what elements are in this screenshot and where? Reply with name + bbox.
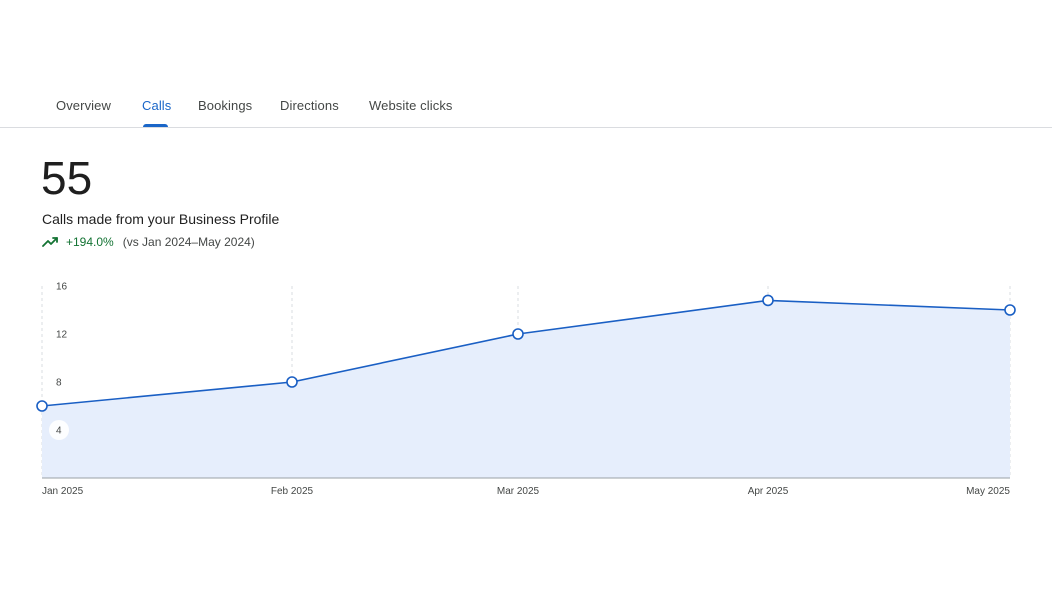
tab-website-clicks[interactable]: Website clicks	[369, 98, 453, 113]
ytick-backdrop	[49, 420, 69, 440]
metric-value: 55	[41, 152, 93, 204]
ytick-label-8: 8	[56, 378, 62, 389]
y-axis-ticks: 4 8 12 16	[49, 282, 69, 440]
active-tab-indicator	[143, 124, 168, 127]
change-percent: +194.0%	[66, 235, 114, 249]
tab-calls[interactable]: Calls	[142, 98, 172, 113]
chart-area	[41, 299, 1011, 479]
trending-up-icon	[42, 237, 58, 247]
change-comparison: (vs Jan 2024–May 2024)	[122, 235, 255, 249]
tab-bar: Overview Calls Bookings Directions Websi…	[0, 0, 1052, 128]
calls-area-chart: 4 8 12 16 Jan 2025 Feb 2025 Mar 2025 Apr 2025 M…	[36, 282, 1016, 497]
xtick-label-1: Feb 2025	[271, 486, 314, 497]
chart-points	[36, 294, 1016, 412]
data-point-2[interactable]	[512, 328, 524, 340]
metric-label: Calls made from your Business Profile	[42, 211, 280, 227]
data-point-4[interactable]	[1004, 304, 1016, 316]
tab-directions[interactable]: Directions	[280, 98, 339, 113]
data-point-1[interactable]	[286, 376, 298, 388]
xtick-label-2: Mar 2025	[497, 486, 540, 497]
tab-bookings[interactable]: Bookings	[198, 98, 253, 113]
xtick-label-3: Apr 2025	[748, 486, 789, 497]
xtick-label-4: May 2025	[966, 486, 1010, 497]
data-point-3[interactable]	[762, 294, 774, 307]
change-row: +194.0% (vs Jan 2024–May 2024)	[42, 234, 255, 250]
area-fill	[42, 300, 1010, 478]
xtick-label-0: Jan 2025	[42, 486, 84, 497]
ytick-label-16: 16	[56, 282, 68, 293]
data-point-0[interactable]	[36, 400, 48, 412]
x-axis-ticks: Jan 2025 Feb 2025 Mar 2025 Apr 2025 May 2025	[42, 486, 1010, 497]
ytick-label-12: 12	[56, 330, 68, 341]
ytick-label-4: 4	[56, 426, 62, 437]
tab-overview[interactable]: Overview	[56, 98, 111, 113]
